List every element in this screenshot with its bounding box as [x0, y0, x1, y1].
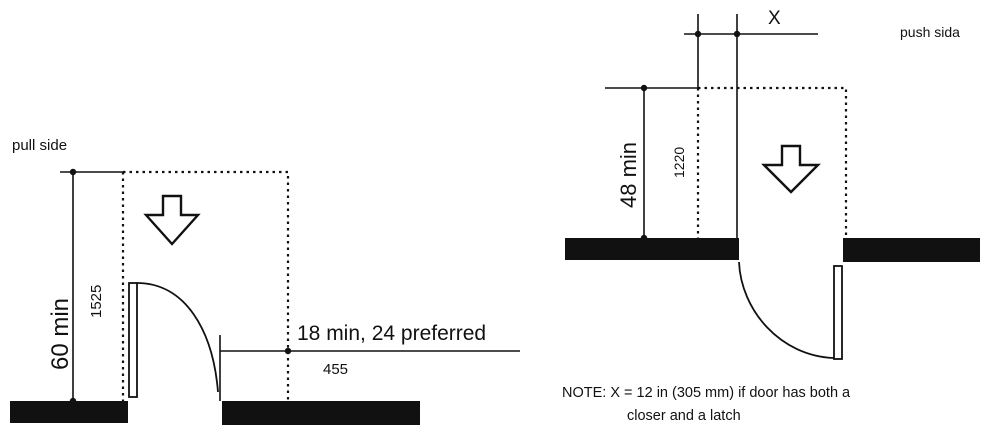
push-approach-arrow-icon — [761, 144, 821, 194]
pull-door-swing-arc — [136, 282, 219, 393]
push-depth-mm-label: 1220 — [671, 147, 687, 178]
pull-clearance-tick — [284, 347, 292, 355]
pull-depth-mm-label: 1525 — [88, 285, 105, 318]
push-x-tick-left — [694, 30, 702, 38]
pull-approach-arrow-icon — [143, 194, 201, 246]
push-clear-floor-outline — [696, 86, 848, 238]
note-block: NOTE: X = 12 in (305 mm) if door has bot… — [562, 385, 851, 424]
note-line-2: closer and a latch — [627, 408, 741, 424]
pull-clear-floor-outline — [121, 170, 290, 401]
push-x-tick-right — [733, 30, 741, 38]
push-side-diagram: push sida X 48 min 1220 — [565, 8, 980, 360]
push-door-swing-arc — [738, 261, 835, 359]
pull-depth-label: 60 min — [47, 298, 74, 370]
push-x-label: X — [768, 8, 781, 29]
pull-clearance-label: 18 min, 24 preferred — [297, 322, 486, 345]
push-door-leaf — [833, 265, 843, 360]
pull-door-leaf — [128, 282, 138, 398]
pull-wall-right — [222, 401, 420, 425]
push-wall-left — [565, 238, 739, 260]
pull-clearance-mm-label: 455 — [323, 361, 348, 378]
pull-side-diagram: pull side 60 min 1525 18 min, 24 preferr… — [10, 137, 520, 425]
pull-side-label: pull side — [12, 137, 67, 154]
push-side-label: push sida — [900, 24, 960, 40]
push-depth-label: 48 min — [616, 142, 641, 208]
push-depth-tick-top — [640, 84, 648, 92]
note-line-1: NOTE: X = 12 in (305 mm) if door has bot… — [562, 385, 851, 401]
pull-wall-left — [10, 401, 128, 423]
pull-depth-tick-bottom — [69, 397, 77, 405]
push-wall-right — [843, 238, 980, 262]
pull-depth-tick-top — [69, 168, 77, 176]
push-depth-tick-bottom — [640, 234, 648, 242]
